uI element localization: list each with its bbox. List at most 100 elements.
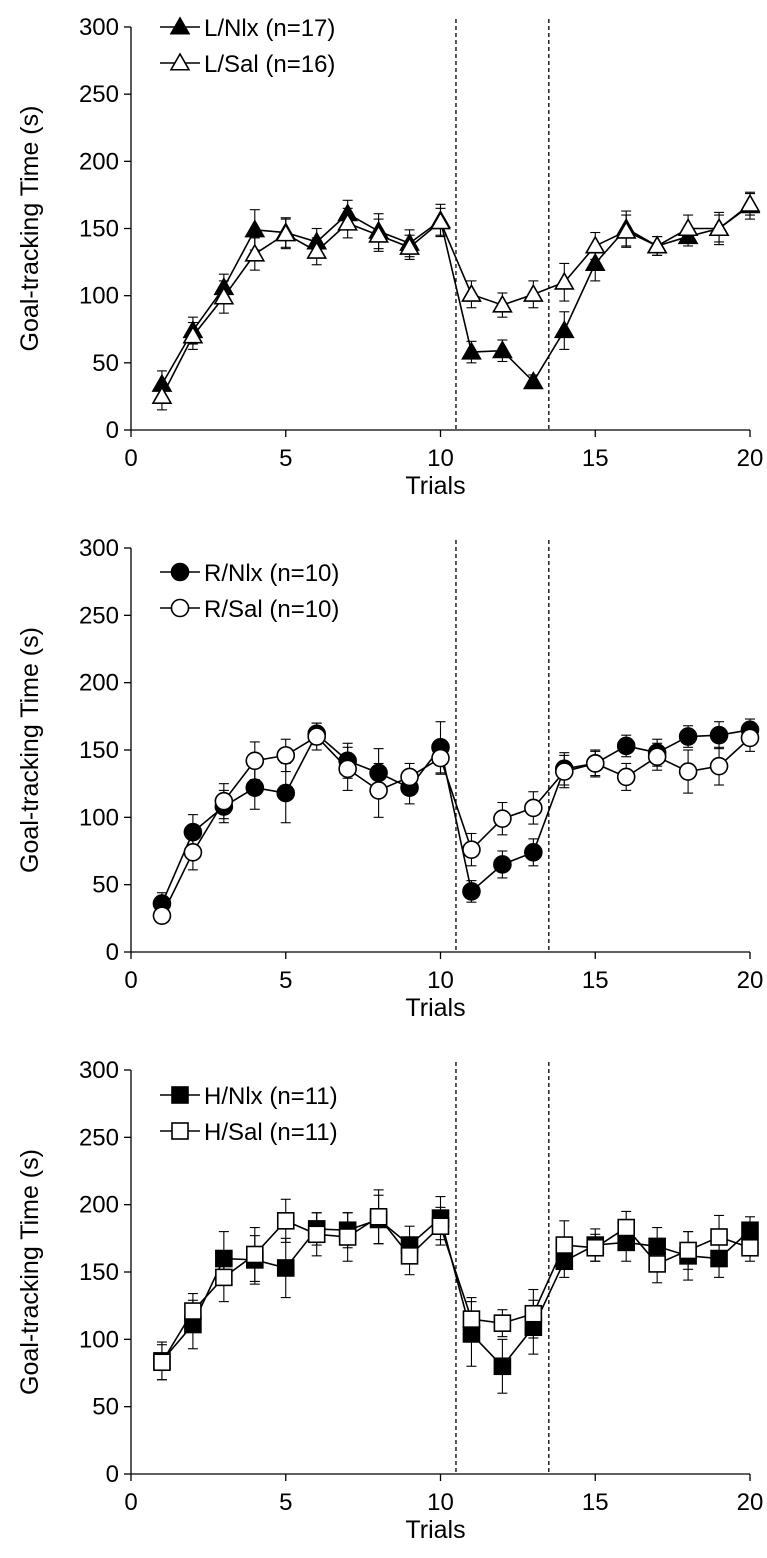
legend-marker: [171, 1122, 189, 1140]
data-point: [524, 1304, 543, 1323]
data-point: [245, 751, 265, 771]
data-point: [677, 217, 699, 237]
y-axis-title: Goal-tracking Time (s): [16, 1149, 44, 1395]
data-point: [647, 747, 667, 767]
data-point: [307, 1225, 326, 1244]
legend-label: L/Sal (n=16): [204, 51, 335, 78]
data-point: [493, 1314, 512, 1332]
y-tick-label: 200: [79, 1192, 119, 1219]
data-point: [615, 220, 637, 239]
data-point: [586, 1238, 605, 1257]
data-point: [553, 271, 575, 290]
x-tick-label: 10: [427, 967, 454, 994]
data-point: [214, 791, 234, 811]
data-point: [617, 1218, 636, 1237]
data-point: [461, 283, 482, 302]
data-point: [183, 843, 203, 862]
y-tick-label: 100: [79, 283, 119, 310]
data-point: [244, 243, 266, 262]
data-point: [431, 1217, 450, 1236]
data-point: [182, 325, 204, 344]
x-tick-label: 0: [124, 445, 137, 472]
data-point: [369, 1207, 388, 1226]
data-point: [678, 762, 698, 781]
data-point: [338, 1228, 357, 1246]
data-point: [151, 385, 173, 404]
legend-marker: [171, 1086, 189, 1104]
data-point: [709, 756, 729, 776]
y-tick-label: 50: [92, 872, 119, 899]
y-tick-label: 250: [79, 81, 119, 108]
data-point: [648, 1255, 666, 1273]
data-point: [462, 1310, 481, 1328]
data-point: [462, 840, 481, 859]
legend-label: H/Nlx (n=11): [204, 1083, 338, 1110]
data-point: [492, 340, 513, 359]
y-tick-label: 150: [79, 737, 119, 764]
data-point: [213, 286, 235, 305]
y-axis-title: Goal-tracking Time (s): [16, 106, 44, 352]
legend: L/Nlx (n=17) L/Sal (n=16): [160, 15, 335, 78]
legend-marker: [170, 562, 190, 582]
legend-label: L/Nlx (n=17): [204, 15, 335, 42]
data-point: [276, 1259, 295, 1277]
y-tick-label: 50: [92, 350, 119, 377]
data-point: [184, 1302, 202, 1320]
data-point: [338, 759, 357, 779]
x-tick-label: 10: [427, 445, 454, 472]
y-tick-label: 0: [106, 417, 119, 444]
data-point: [679, 1241, 697, 1260]
y-tick-label: 0: [106, 939, 119, 966]
x-tick-label: 0: [124, 1489, 137, 1516]
legend-label: R/Nlx (n=10): [204, 560, 339, 587]
chart-panel-1: 0 50 100 150 200 250 300 0 5 10 15 20 Trials Goal-tra…: [16, 14, 763, 500]
data-point: [276, 1212, 295, 1230]
x-tick-label: 5: [279, 445, 292, 472]
data-point: [493, 1357, 512, 1376]
x-tick-label: 5: [279, 1489, 292, 1516]
data-point: [368, 224, 389, 243]
x-axis-title: Trials: [405, 1516, 465, 1544]
data-point: [152, 906, 172, 925]
data-point: [276, 746, 296, 765]
series-2: [152, 722, 760, 925]
data-point: [462, 882, 481, 901]
data-point: [400, 1247, 419, 1265]
legend-label: H/Sal (n=11): [204, 1119, 338, 1146]
x-tick-label: 20: [737, 1489, 764, 1516]
data-point: [276, 783, 296, 803]
x-axis-title: Trials: [405, 994, 465, 1022]
y-tick-label: 250: [79, 1124, 119, 1151]
y-tick-label: 200: [79, 670, 119, 697]
data-point: [524, 798, 543, 818]
data-point: [522, 371, 544, 390]
series-2: [151, 193, 761, 411]
y-tick-label: 300: [79, 1057, 119, 1084]
data-point: [275, 223, 297, 242]
data-point: [554, 762, 574, 781]
x-tick-label: 0: [124, 967, 137, 994]
legend-marker: [170, 598, 190, 618]
data-point: [584, 252, 606, 271]
data-point: [246, 1245, 264, 1264]
chart-panel-3: 0 50 100 150 200 250 300 0 5 10 15 20 Trials Goal-tra…: [16, 1057, 763, 1544]
data-point: [709, 725, 729, 745]
y-tick-label: 300: [79, 535, 119, 562]
data-point: [585, 754, 605, 773]
data-point: [708, 217, 730, 237]
x-tick-label: 20: [737, 445, 764, 472]
data-point: [307, 727, 327, 746]
legend-marker: [169, 16, 191, 35]
data-point: [553, 319, 575, 339]
y-tick-label: 100: [79, 804, 119, 831]
data-point: [522, 283, 544, 302]
chart-panel-2: 0 50 100 150 200 250 300 0 5 10 15 20 Trials Goal-tra…: [16, 535, 763, 1022]
data-point: [369, 781, 388, 800]
data-point: [400, 767, 419, 787]
data-point: [616, 736, 636, 756]
x-tick-label: 15: [582, 445, 609, 472]
series-line: [161, 203, 751, 397]
data-point: [399, 236, 420, 255]
y-tick-label: 0: [106, 1461, 119, 1488]
